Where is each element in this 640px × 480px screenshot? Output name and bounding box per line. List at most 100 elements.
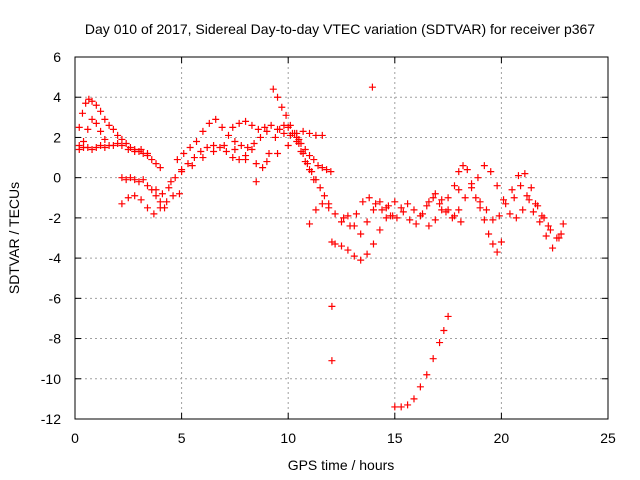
- data-point: [165, 184, 173, 192]
- data-point: [114, 131, 122, 139]
- data-point: [346, 222, 354, 230]
- data-point: [340, 214, 348, 222]
- data-point: [265, 150, 273, 158]
- data-point: [250, 139, 258, 147]
- data-point: [152, 160, 160, 168]
- data-point: [404, 401, 412, 409]
- data-point: [122, 176, 130, 184]
- y-tick-label: -6: [49, 290, 62, 306]
- data-point: [197, 148, 205, 156]
- data-point: [242, 156, 250, 164]
- data-point: [231, 137, 239, 145]
- data-point: [384, 202, 392, 210]
- data-point: [450, 182, 458, 190]
- data-point: [101, 144, 109, 151]
- sat-track-e: [118, 190, 183, 218]
- data-point: [259, 164, 267, 172]
- x-tick-label: 10: [280, 430, 296, 446]
- sat-track-l: [293, 133, 335, 176]
- data-point: [559, 220, 567, 228]
- data-point: [248, 121, 256, 129]
- data-point: [338, 218, 345, 226]
- data-point: [527, 184, 535, 192]
- data-point: [372, 200, 380, 208]
- data-point: [297, 139, 305, 147]
- data-point: [419, 210, 427, 218]
- data-point: [131, 192, 139, 200]
- data-point: [291, 129, 299, 137]
- sat-track-m: [306, 198, 397, 238]
- axis-ticks: [74, 56, 609, 420]
- data-point: [331, 210, 339, 218]
- data-point: [312, 131, 320, 139]
- data-point: [193, 137, 201, 145]
- sat-track-p: [387, 190, 465, 228]
- data-point: [261, 123, 269, 131]
- data-point: [444, 206, 452, 214]
- data-point: [318, 164, 326, 172]
- y-tick-label: 4: [53, 89, 61, 105]
- data-point: [139, 176, 147, 184]
- data-point: [363, 250, 371, 258]
- data-point: [344, 246, 352, 254]
- data-point: [135, 178, 143, 186]
- data-point: [199, 154, 207, 162]
- data-point: [156, 164, 164, 172]
- data-point: [325, 204, 333, 212]
- data-point: [436, 200, 444, 208]
- data-point: [429, 194, 437, 202]
- data-point: [126, 174, 134, 182]
- data-point: [463, 166, 471, 174]
- chart-title: Day 010 of 2017, Sidereal Day-to-day VTE…: [85, 21, 595, 37]
- data-point: [308, 168, 316, 176]
- data-point: [80, 137, 88, 145]
- data-point: [431, 190, 439, 198]
- data-point: [124, 146, 132, 154]
- data-point: [229, 154, 237, 162]
- data-point: [148, 156, 156, 164]
- data-point: [210, 148, 218, 156]
- data-point: [109, 141, 117, 149]
- data-point: [75, 123, 83, 131]
- sat-track-f: [152, 141, 256, 198]
- data-point: [267, 121, 275, 129]
- data-point: [468, 184, 476, 192]
- data-point: [97, 107, 105, 115]
- data-point: [188, 162, 196, 170]
- data-point: [438, 196, 446, 204]
- data-point: [143, 204, 151, 212]
- data-point: [252, 178, 260, 186]
- data-point: [316, 184, 324, 192]
- data-point: [306, 152, 314, 160]
- data-point: [423, 371, 431, 379]
- data-point: [508, 186, 516, 194]
- data-point: [444, 194, 452, 202]
- data-point: [256, 133, 264, 141]
- data-point: [306, 220, 314, 228]
- data-point: [476, 204, 484, 212]
- data-point: [88, 146, 96, 154]
- data-point: [92, 101, 100, 109]
- data-point: [299, 127, 307, 135]
- data-point: [328, 357, 336, 365]
- data-point: [399, 208, 407, 216]
- data-point: [263, 127, 271, 135]
- data-point: [480, 216, 488, 224]
- plot-frame: [74, 56, 609, 420]
- sat-track-r: [425, 162, 505, 256]
- data-point: [549, 244, 557, 252]
- data-point: [368, 83, 376, 91]
- data-point: [114, 139, 122, 147]
- data-point: [474, 174, 482, 182]
- data-point: [254, 125, 262, 133]
- sat-track-n: [331, 214, 390, 264]
- data-point: [482, 206, 490, 214]
- y-tick-label: 6: [53, 49, 61, 65]
- x-tick-label: 15: [387, 430, 403, 446]
- data-point: [506, 210, 514, 218]
- data-point: [167, 178, 175, 186]
- data-point: [376, 198, 384, 206]
- data-point: [222, 148, 230, 156]
- data-point: [235, 119, 243, 127]
- data-point: [359, 198, 367, 206]
